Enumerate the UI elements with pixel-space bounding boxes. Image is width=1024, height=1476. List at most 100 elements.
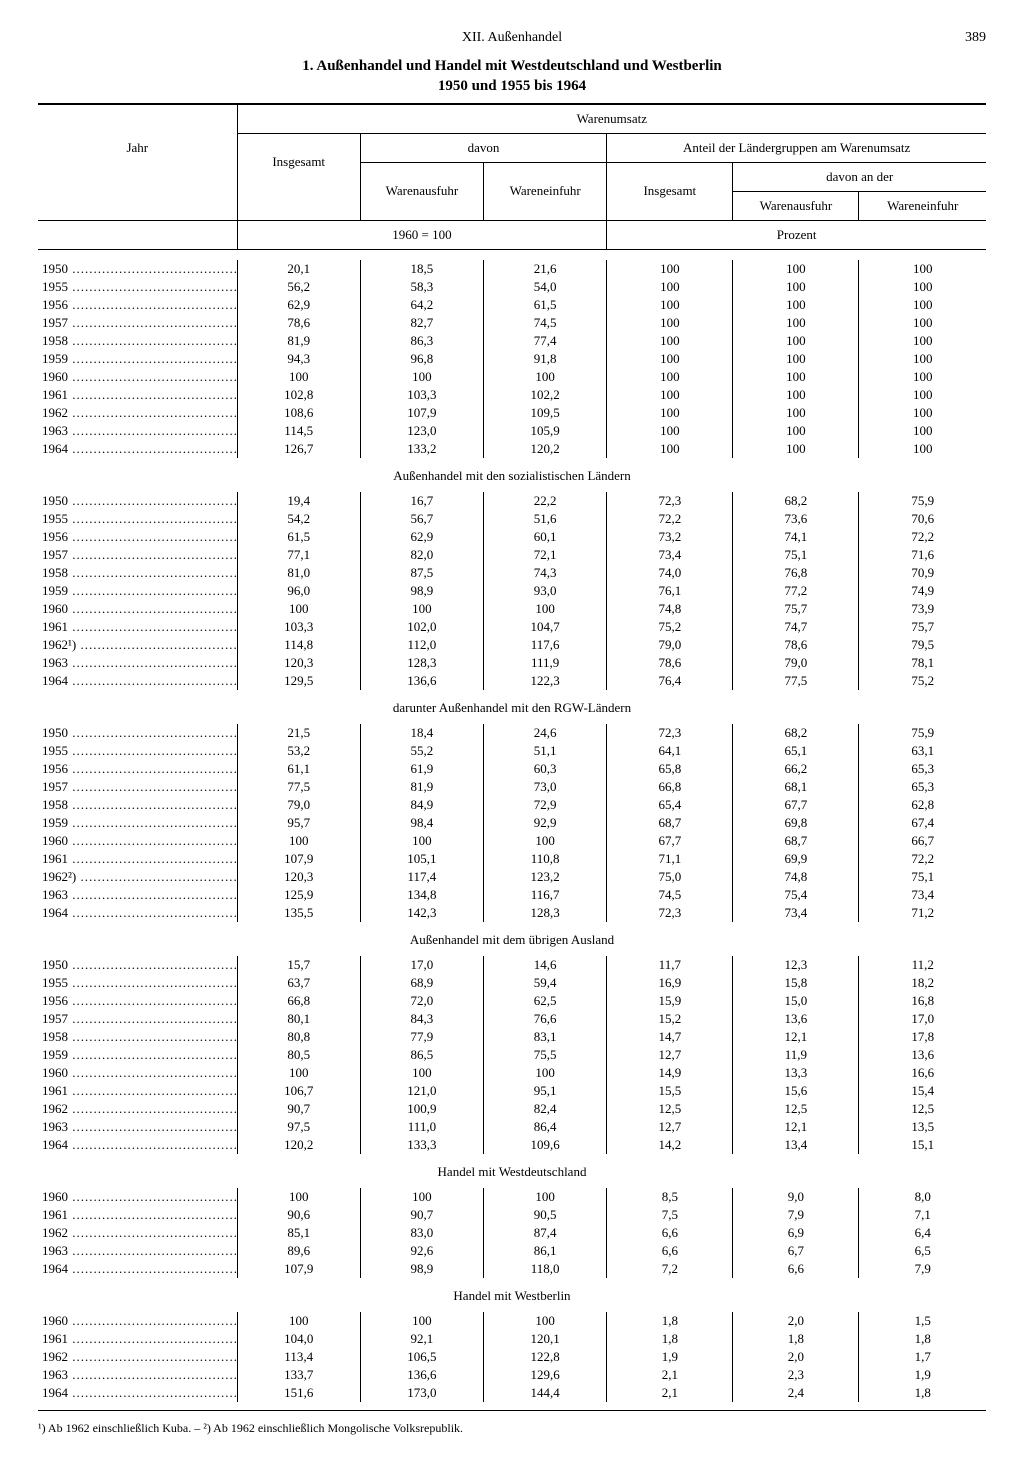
data-cell: 120,3: [237, 654, 360, 672]
data-cell: 110,8: [484, 850, 607, 868]
data-cell: 78,6: [733, 636, 859, 654]
data-cell: 100: [733, 440, 859, 458]
data-cell: 65,1: [733, 742, 859, 760]
data-cell: 77,9: [360, 1028, 483, 1046]
data-cell: 100: [733, 260, 859, 278]
data-cell: 6,6: [607, 1242, 733, 1260]
year-cell: 1961 ...................................…: [38, 1082, 237, 1100]
data-cell: 72,2: [607, 510, 733, 528]
data-cell: 114,5: [237, 422, 360, 440]
data-cell: 59,4: [484, 974, 607, 992]
data-cell: 77,4: [484, 332, 607, 350]
data-cell: 21,6: [484, 260, 607, 278]
data-cell: 66,8: [607, 778, 733, 796]
column-header: Jahr Warenumsatz Insgesamt davon Anteil …: [38, 105, 986, 250]
table-row: 1964 ...................................…: [38, 1384, 986, 1402]
data-cell: 102,2: [484, 386, 607, 404]
data-cell: 72,2: [859, 528, 986, 546]
data-cell: 100: [360, 1064, 483, 1082]
section-caption: Außenhandel mit den sozialistischen Länd…: [38, 458, 986, 490]
data-cell: 100: [360, 368, 483, 386]
data-cell: 100: [859, 440, 986, 458]
table-row: 1961 ...................................…: [38, 618, 986, 636]
year-cell: 1950 ...................................…: [38, 724, 237, 742]
data-cell: 65,3: [859, 778, 986, 796]
table-row: 1964 ...................................…: [38, 440, 986, 458]
data-cell: 2,1: [607, 1384, 733, 1402]
hdr-warenumsatz: Warenumsatz: [237, 105, 986, 134]
data-cell: 15,9: [607, 992, 733, 1010]
table-row: 1964 ...................................…: [38, 1260, 986, 1278]
data-cell: 80,5: [237, 1046, 360, 1064]
data-cell: 120,3: [237, 868, 360, 886]
year-cell: 1958 ...................................…: [38, 796, 237, 814]
table-row: 1963 ...................................…: [38, 654, 986, 672]
data-cell: 6,9: [733, 1224, 859, 1242]
data-cell: 100: [484, 368, 607, 386]
data-cell: 6,7: [733, 1242, 859, 1260]
table-row: 1956 ...................................…: [38, 760, 986, 778]
year-cell: 1950 ...................................…: [38, 260, 237, 278]
data-cell: 117,6: [484, 636, 607, 654]
table-row: 1962²) .................................…: [38, 868, 986, 886]
data-cell: 6,6: [607, 1224, 733, 1242]
data-cell: 100: [484, 1064, 607, 1082]
section-caption: Handel mit Westberlin: [38, 1278, 986, 1310]
data-cell: 73,0: [484, 778, 607, 796]
data-cell: 68,1: [733, 778, 859, 796]
year-cell: 1959 ...................................…: [38, 814, 237, 832]
year-cell: 1958 ...................................…: [38, 332, 237, 350]
data-cell: 80,1: [237, 1010, 360, 1028]
data-cell: 63,7: [237, 974, 360, 992]
data-cell: 100: [607, 386, 733, 404]
year-cell: 1964 ...................................…: [38, 904, 237, 922]
year-cell: 1960 ...................................…: [38, 1188, 237, 1206]
year-cell: 1955 ...................................…: [38, 974, 237, 992]
hdr-einfuhr-2: Wareneinfuhr: [859, 191, 986, 220]
year-cell: 1963 ...................................…: [38, 886, 237, 904]
data-cell: 100: [237, 1188, 360, 1206]
year-cell: 1964 ...................................…: [38, 440, 237, 458]
data-cell: 72,0: [360, 992, 483, 1010]
data-cell: 12,3: [733, 956, 859, 974]
data-cell: 112,0: [360, 636, 483, 654]
data-cell: 11,7: [607, 956, 733, 974]
data-cell: 77,1: [237, 546, 360, 564]
data-cell: 67,4: [859, 814, 986, 832]
data-cell: 64,2: [360, 296, 483, 314]
data-cell: 1,9: [607, 1348, 733, 1366]
data-cell: 13,4: [733, 1136, 859, 1154]
data-cell: 100: [607, 314, 733, 332]
table-row: 1955 ...................................…: [38, 974, 986, 992]
data-cell: 100: [360, 832, 483, 850]
data-cell: 56,7: [360, 510, 483, 528]
table-row: 1961 ...................................…: [38, 850, 986, 868]
data-cell: 70,9: [859, 564, 986, 582]
hdr-jahr: Jahr: [38, 105, 237, 192]
table-row: 1950 ...................................…: [38, 492, 986, 510]
table-row: 1955 ...................................…: [38, 510, 986, 528]
page-header: XII. Außenhandel 389: [38, 30, 986, 46]
data-cell: 122,8: [484, 1348, 607, 1366]
table-row: 1959 ...................................…: [38, 350, 986, 368]
data-cell: 8,0: [859, 1188, 986, 1206]
table-row: 1962 ...................................…: [38, 1224, 986, 1242]
year-cell: 1962 ...................................…: [38, 1100, 237, 1118]
table-row: 1963 ...................................…: [38, 1366, 986, 1384]
data-cell: 100: [859, 296, 986, 314]
table-row: 1960 ...................................…: [38, 1188, 986, 1206]
data-cell: 100: [484, 600, 607, 618]
data-cell: 98,9: [360, 582, 483, 600]
data-cell: 64,1: [607, 742, 733, 760]
data-cell: 51,1: [484, 742, 607, 760]
data-cell: 18,5: [360, 260, 483, 278]
year-cell: 1955 ...................................…: [38, 742, 237, 760]
data-cell: 151,6: [237, 1384, 360, 1402]
table-row: 1950 ...................................…: [38, 956, 986, 974]
data-cell: 69,8: [733, 814, 859, 832]
data-cell: 129,6: [484, 1366, 607, 1384]
data-cell: 102,0: [360, 618, 483, 636]
data-cell: 83,0: [360, 1224, 483, 1242]
data-cell: 100: [733, 368, 859, 386]
data-cell: 72,9: [484, 796, 607, 814]
